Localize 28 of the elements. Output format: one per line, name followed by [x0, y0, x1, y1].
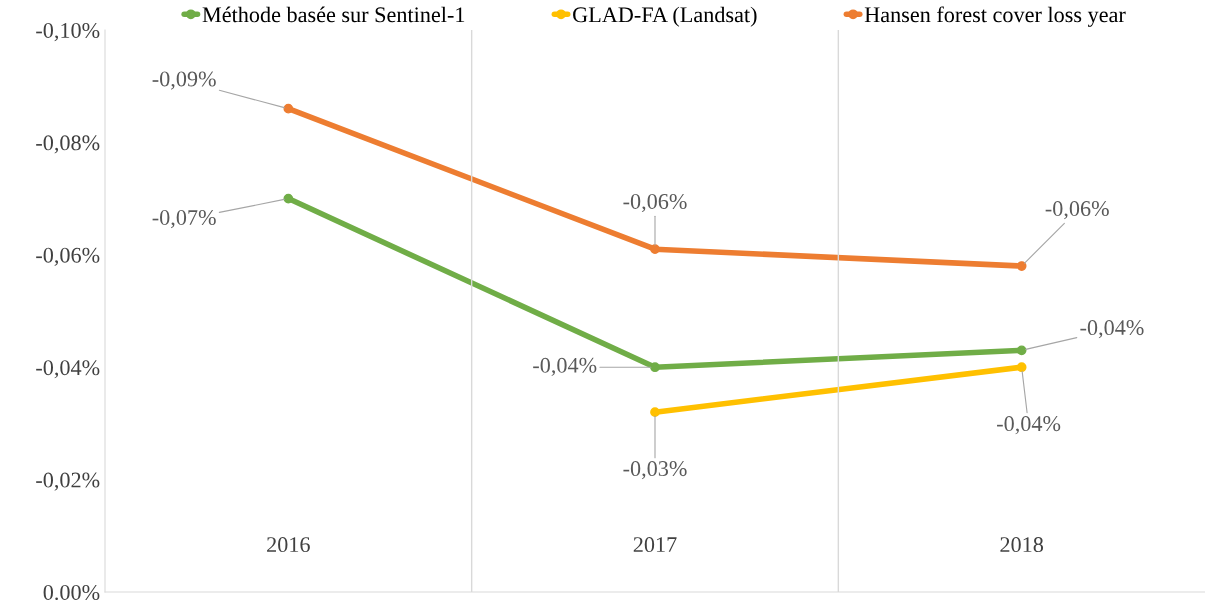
data-label: -0,09% [152, 71, 216, 90]
data-label: -0,06% [1045, 201, 1109, 220]
x-tick-label: 2018 [1000, 537, 1044, 553]
legend-label: GLAD-FA (Landsat) [573, 6, 757, 27]
x-tick-label: 2017 [633, 537, 677, 553]
point [650, 362, 660, 373]
y-tick-label: -0,06% [36, 247, 100, 266]
y-tick-label: -0,10% [36, 22, 100, 42]
y-tick-label: 0.00% [43, 584, 100, 601]
point [1016, 345, 1027, 356]
data-label: -0,03% [623, 461, 687, 480]
legend-label: Hansen forest cover loss year [864, 6, 1126, 27]
data-label: -0,07% [152, 210, 216, 229]
x-tick-label: 2016 [267, 537, 310, 553]
data-label: -0,04% [1080, 320, 1144, 339]
legend-label: Méthode basée sur Sentinel-1 [202, 6, 465, 23]
y-tick-label: -0,02% [36, 472, 100, 491]
point [650, 407, 660, 418]
point [1016, 261, 1027, 271]
point [283, 103, 294, 114]
data-label: -0,04% [533, 357, 597, 376]
data-label: -0,06% [623, 193, 687, 213]
point [650, 244, 660, 255]
y-tick-label: -0,04% [36, 360, 100, 379]
data-label: -0,04% [997, 416, 1061, 435]
y-tick-label: -0,08% [36, 135, 100, 154]
point [283, 193, 294, 204]
point [1016, 362, 1027, 373]
